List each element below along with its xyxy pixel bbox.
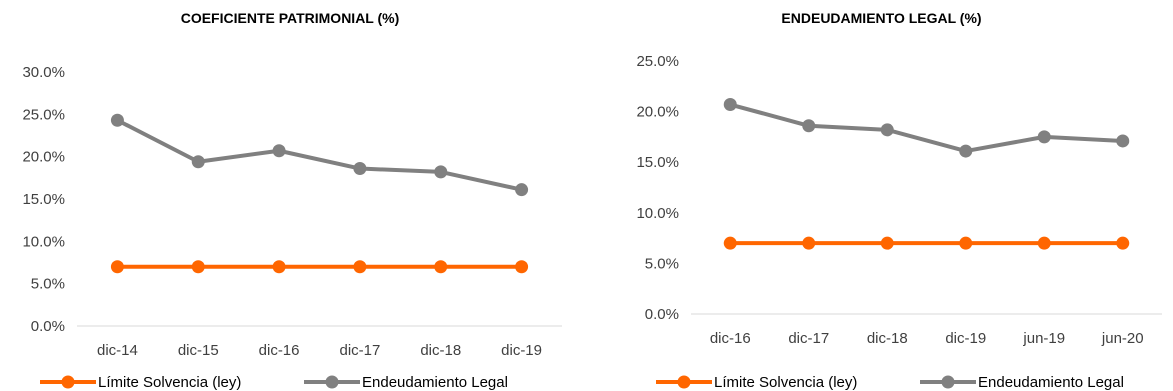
y-tick-label: 0.0%: [31, 318, 65, 335]
legend-swatch-marker: [61, 375, 75, 389]
legend-label: Límite Solvencia (ley): [714, 374, 857, 391]
chart-plot: 0.0% 5.0% 10.0% 15.0% 20.0% 25.0% 30.0% dic-14 d…: [22, 64, 562, 391]
data-point: [1037, 236, 1051, 250]
data-point: [353, 162, 367, 176]
data-point: [802, 119, 816, 133]
x-tick-label: dic-17: [339, 342, 380, 359]
legend-swatch-marker: [677, 375, 691, 389]
data-point: [802, 236, 816, 250]
legend-label: Endeudamiento Legal: [978, 374, 1124, 391]
data-point: [110, 260, 124, 274]
x-tick-label: dic-15: [178, 342, 219, 359]
legend-label: Endeudamiento Legal: [362, 374, 508, 391]
y-tick-label: 15.0%: [636, 154, 679, 171]
y-tick-label: 5.0%: [645, 255, 679, 272]
y-tick-label: 20.0%: [22, 149, 65, 166]
y-tick-label: 20.0%: [636, 104, 679, 121]
data-point: [959, 144, 973, 158]
y-tick-label: 25.0%: [636, 53, 679, 70]
data-point: [515, 183, 529, 197]
y-tick-label: 15.0%: [22, 191, 65, 208]
data-point: [272, 260, 286, 274]
data-point: [191, 260, 205, 274]
chart-title: ENDEUDAMIENTO LEGAL (%): [781, 10, 982, 26]
chart-title: COEFICIENTE PATRIMONIAL (%): [180, 10, 400, 26]
chart-endeudamiento-legal: ENDEUDAMIENTO LEGAL (%) 0.0% 5.0% 10.0% 15.…: [590, 0, 1173, 391]
chart-plot: 0.0% 5.0% 10.0% 15.0% 20.0% 25.0% dic-16 dic-17…: [636, 53, 1162, 391]
y-tick-label: 25.0%: [22, 106, 65, 123]
y-tick-label: 30.0%: [22, 64, 65, 81]
series-line-1: [116, 118, 523, 192]
x-tick-label: dic-18: [420, 342, 461, 359]
y-tick-label: 10.0%: [636, 205, 679, 222]
data-point: [880, 123, 894, 137]
legend-swatch-marker: [325, 375, 339, 389]
x-tick-label: jun-20: [1101, 330, 1144, 347]
chart-coeficiente-patrimonial: COEFICIENTE PATRIMONIAL (%) 0.0% 5.0% 10.0…: [0, 0, 580, 391]
y-tick-label: 5.0%: [31, 276, 65, 293]
x-tick-label: jun-19: [1022, 330, 1065, 347]
data-point: [515, 260, 529, 274]
x-tick-label: dic-14: [97, 342, 138, 359]
y-tick-label: 10.0%: [22, 233, 65, 250]
legend-label: Límite Solvencia (ley): [98, 374, 241, 391]
data-point: [723, 98, 737, 112]
data-point: [959, 236, 973, 250]
x-tick-label: dic-19: [501, 342, 542, 359]
x-tick-label: dic-16: [259, 342, 300, 359]
x-tick-label: dic-18: [867, 330, 908, 347]
data-point: [434, 260, 448, 274]
data-point: [723, 236, 737, 250]
legend-swatch-marker: [941, 375, 955, 389]
x-tick-label: dic-16: [710, 330, 751, 347]
data-point: [880, 236, 894, 250]
data-point: [272, 144, 286, 158]
data-point: [191, 155, 205, 169]
data-point: [1116, 236, 1130, 250]
data-point: [110, 113, 124, 127]
x-tick-label: dic-19: [945, 330, 986, 347]
series-line-1: [729, 102, 1123, 154]
data-point: [353, 260, 367, 274]
y-tick-label: 0.0%: [645, 306, 679, 323]
x-tick-label: dic-17: [788, 330, 829, 347]
data-point: [434, 165, 448, 179]
data-point: [1116, 134, 1130, 148]
data-point: [1037, 130, 1051, 144]
